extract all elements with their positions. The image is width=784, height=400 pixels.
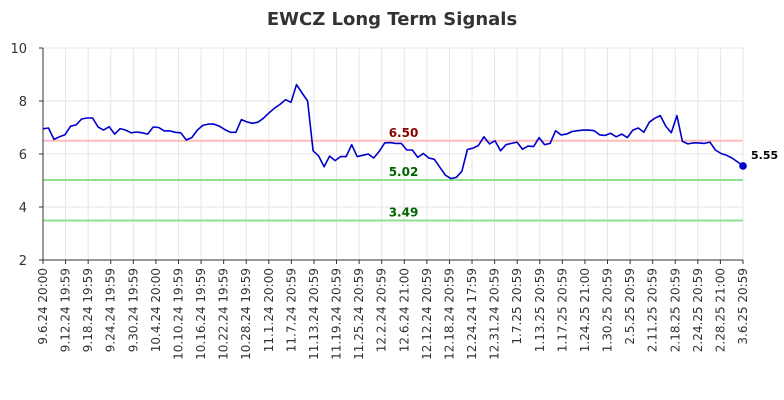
signal-level-label: 5.02 [389,165,419,179]
x-tick-label: 9.12.24 19:59 [59,268,73,352]
x-tick-label: 2.5.25 20:59 [623,268,637,345]
x-tick-label: 1.13.25 20:59 [533,268,547,352]
x-tick-label: 9.24.24 19:59 [104,268,118,352]
x-tick-label: 1.30.25 20:59 [601,268,615,352]
chart-title: EWCZ Long Term Signals [267,9,517,30]
signal-level-label: 3.49 [389,206,419,220]
x-tick-label: 11.7.24 20:59 [284,268,298,352]
axes [39,47,744,264]
x-tick-label: 2.18.25 20:59 [668,268,682,352]
x-tick-label: 9.30.24 19:59 [126,268,140,352]
x-tick-label: 2.24.25 20:59 [691,268,705,352]
x-tick-label: 10.10.24 19:59 [171,268,185,360]
price-series-line [42,83,744,180]
x-tick-label: 10.4.24 20:00 [149,268,163,352]
x-tick-label: 2.11.25 20:59 [646,268,660,352]
x-tick-label: 10.28.24 19:59 [239,268,253,360]
x-tick-label: 9.6.24 20:00 [36,268,50,345]
y-tick-label: 8 [19,95,27,110]
y-tick-label: 4 [19,201,27,216]
x-tick-label: 1.24.25 21:00 [578,268,592,352]
last-point-marker [739,162,747,170]
x-tick-label: 12.2.24 20:59 [375,268,389,352]
y-tick-label: 2 [19,254,27,269]
x-tick-label: 11.13.24 20:59 [307,268,321,360]
series: 5.55 [42,83,778,180]
x-tick-label: 12.12.24 20:59 [420,268,434,360]
grid [42,47,744,261]
signal-level-label: 6.50 [389,126,419,140]
x-tick-label: 10.22.24 19:59 [217,268,231,360]
y-tick-labels: 2 4 6 8 10 [10,42,27,269]
signal-levels: 6.50 5.02 3.49 [43,126,743,222]
x-tick-label: 1.17.25 20:59 [555,268,569,352]
x-tick-label: 12.18.24 20:59 [442,268,456,360]
x-tick-label: 11.1.24 20:00 [262,268,276,352]
x-tick-label: 10.16.24 19:59 [194,268,208,360]
last-value-label: 5.55 [751,149,778,162]
x-tick-label: 12.6.24 21:00 [397,268,411,352]
y-tick-label: 10 [10,42,27,57]
x-tick-label: 11.25.24 20:59 [352,268,366,360]
x-tick-label: 12.24.24 17:59 [465,268,479,360]
x-tick-label: 11.19.24 20:59 [330,268,344,360]
y-tick-label: 6 [19,148,27,163]
x-tick-label: 3.6.25 20:59 [736,268,750,345]
x-tick-label: 1.7.25 20:59 [510,268,524,345]
x-tick-labels: 9.6.24 20:00 9.12.24 19:59 9.18.24 19:59 9.… [36,268,750,360]
x-tick-label: 12.31.24 20:59 [488,268,502,360]
x-tick-label: 9.18.24 19:59 [81,268,95,352]
x-tick-label: 2.28.25 21:00 [713,268,727,352]
